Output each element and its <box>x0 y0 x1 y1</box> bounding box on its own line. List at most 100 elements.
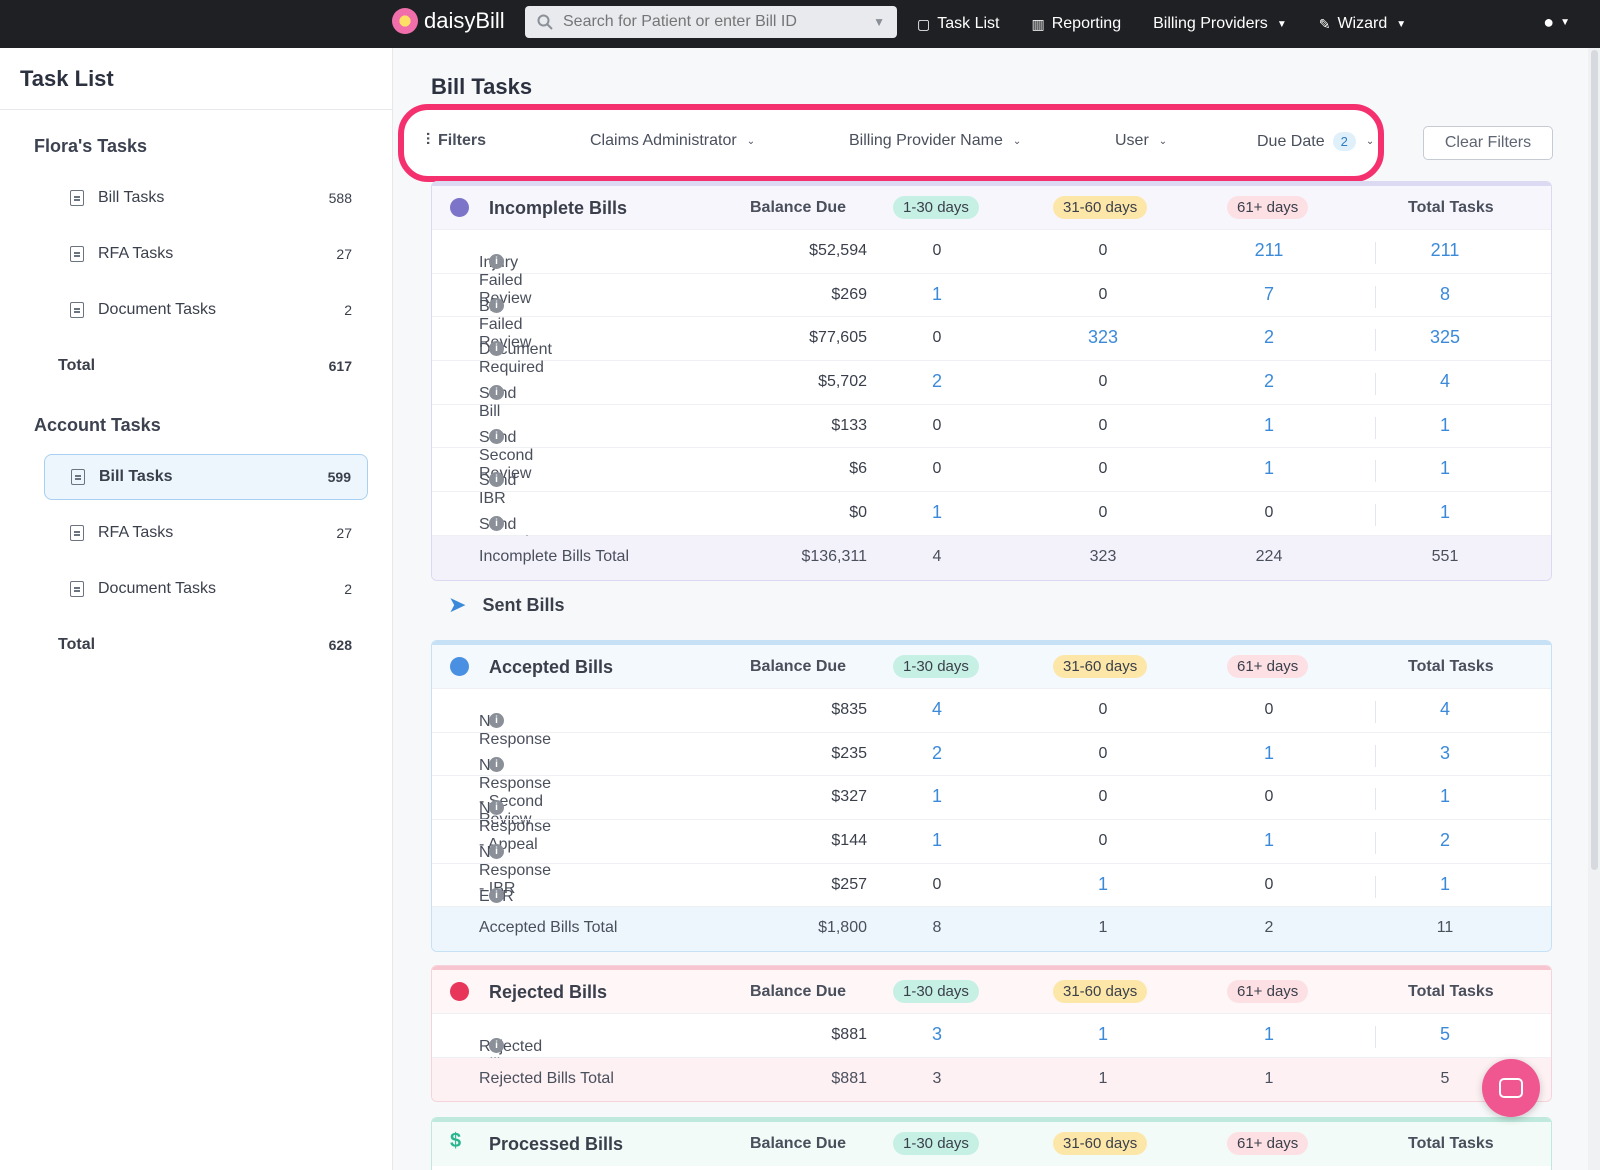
total-tasks[interactable]: 3 <box>1439 742 1451 763</box>
total-tasks[interactable]: 4 <box>1439 699 1451 719</box>
search-input[interactable] <box>563 13 864 31</box>
count-d2: 0 <box>1098 788 1108 806</box>
count-d3[interactable]: 7 <box>1263 283 1275 304</box>
nav-billing-providers[interactable]: Billing Providers ▼ <box>1153 15 1287 32</box>
count-d2[interactable]: 323 <box>1087 327 1119 348</box>
count-d3[interactable]: 1 <box>1263 742 1275 763</box>
user-filter[interactable]: User ⌄ <box>1115 132 1168 149</box>
info-icon[interactable]: i <box>489 800 504 816</box>
sidebar-item-bill-tasks[interactable]: Bill Tasks 588 <box>44 175 368 221</box>
scrollbar[interactable] <box>1588 48 1600 1170</box>
info-icon[interactable]: i <box>489 341 504 357</box>
count-d3[interactable]: 1 <box>1263 1024 1275 1044</box>
total-tasks[interactable]: 1 <box>1439 786 1451 807</box>
info-icon[interactable]: i <box>489 713 504 728</box>
search-dropdown-icon[interactable]: ▼ <box>873 15 885 29</box>
info-icon[interactable]: i <box>489 385 504 401</box>
claims-administrator-filter[interactable]: Claims Administrator ⌄ <box>590 132 756 149</box>
info-icon[interactable]: i <box>489 254 504 269</box>
count-d3[interactable]: 1 <box>1263 458 1275 479</box>
balance-due: $52,594 <box>809 242 867 259</box>
count-d3[interactable]: 1 <box>1263 414 1275 435</box>
nav-wizard[interactable]: ✎ Wizard ▼ <box>1318 15 1407 32</box>
account-menu[interactable]: ● ▼ <box>1543 12 1570 33</box>
total-tasks[interactable]: 2 <box>1439 830 1451 851</box>
billing-provider-filter[interactable]: Billing Provider Name ⌄ <box>849 132 1022 149</box>
task-count: 2 <box>344 581 352 597</box>
count-d1[interactable]: 3 <box>931 1024 943 1044</box>
chat-launcher-button[interactable] <box>1482 1059 1540 1117</box>
filters-toggle[interactable]: ⫶ Filters <box>426 132 487 149</box>
count-d1[interactable]: 1 <box>931 283 943 304</box>
clear-filters-button[interactable]: Clear Filters <box>1423 126 1553 160</box>
count-d1[interactable]: 1 <box>931 786 943 807</box>
total-tasks[interactable]: 8 <box>1439 283 1451 304</box>
info-icon[interactable]: i <box>489 516 504 532</box>
count-d1[interactable]: 1 <box>931 830 943 851</box>
wand-icon: ✎ <box>1318 15 1331 32</box>
count-d1[interactable]: 2 <box>931 371 943 392</box>
sidebar-item-rfa-tasks[interactable]: RFA Tasks 27 <box>44 510 368 556</box>
table-row[interactable]: EOR Missingi $257 010 1 <box>432 864 1551 923</box>
brand-logo[interactable]: daisyBill <box>392 8 505 34</box>
chevron-down-icon: ⌄ <box>746 135 756 147</box>
sidebar-item-document-tasks[interactable]: Document Tasks 2 <box>44 566 368 612</box>
count-d3[interactable]: 1 <box>1263 830 1275 851</box>
count-d3[interactable]: 2 <box>1263 371 1275 392</box>
nav-task-list[interactable]: ▢ Task List <box>917 15 1000 32</box>
count-d2[interactable]: 1 <box>1097 873 1109 894</box>
incomplete-bills-card: Incomplete Bills Balance Due 1-30 days 3… <box>431 181 1552 581</box>
dollar-icon: $ <box>450 1130 462 1152</box>
total-tasks[interactable]: 4 <box>1439 371 1451 392</box>
info-icon[interactable]: i <box>489 297 504 313</box>
nav-reporting[interactable]: ▥ Reporting <box>1031 15 1122 32</box>
info-icon[interactable]: i <box>489 756 504 772</box>
total-tasks[interactable]: 211 <box>1430 240 1460 260</box>
count-d1: 0 <box>932 329 942 347</box>
sidebar-item-bill-tasks[interactable]: Bill Tasks 599 <box>44 454 368 500</box>
table-row[interactable]: Rejected Billi $881 311 5 <box>432 1014 1551 1073</box>
table-header: $ Processed Bills Balance Due 1-30 days … <box>432 1122 1551 1166</box>
count-d3[interactable]: 211 <box>1254 240 1284 260</box>
info-icon[interactable]: i <box>489 428 504 444</box>
count-d1[interactable]: 2 <box>931 742 943 763</box>
daisy-logo-icon <box>392 8 418 34</box>
due-date-filter[interactable]: Due Date 2 ⌄ <box>1257 132 1375 151</box>
count-d1[interactable]: 4 <box>931 699 943 719</box>
sidebar-total: Total 617 <box>58 357 352 374</box>
sidebar-item-document-tasks[interactable]: Document Tasks 2 <box>44 287 368 333</box>
total-tasks[interactable]: 1 <box>1439 502 1451 523</box>
table-row[interactable]: Send Billi $5,702 202 4 <box>432 361 1551 420</box>
bar-chart-icon: ▥ <box>1031 15 1045 32</box>
count-d1[interactable]: 1 <box>931 502 943 523</box>
total-tasks[interactable]: 1 <box>1439 458 1451 479</box>
clipboard-icon: ▢ <box>917 15 931 32</box>
task-count: 599 <box>327 469 351 485</box>
count-d1: 0 <box>932 460 942 478</box>
table-row[interactable]: Document Required i $77,605 0 323 2 325 <box>432 317 1551 376</box>
sidebar-item-rfa-tasks[interactable]: RFA Tasks 27 <box>44 231 368 277</box>
info-icon[interactable]: i <box>489 1038 504 1053</box>
total-tasks[interactable]: 5 <box>1439 1024 1451 1044</box>
count-d3[interactable]: 2 <box>1263 327 1275 348</box>
info-icon[interactable]: i <box>489 472 504 488</box>
info-icon[interactable]: i <box>489 887 504 903</box>
info-icon[interactable]: i <box>489 844 504 860</box>
search-box[interactable]: ▼ <box>525 6 897 38</box>
total-tasks[interactable]: 325 <box>1429 327 1461 348</box>
total-tasks[interactable]: 1 <box>1439 873 1451 894</box>
count-d2[interactable]: 1 <box>1097 1024 1109 1044</box>
total-tasks[interactable]: 1 <box>1439 414 1451 435</box>
sidebar-title: Task List <box>0 48 392 110</box>
scrollbar-thumb[interactable] <box>1591 50 1598 870</box>
balance-due: $881 <box>831 1026 867 1043</box>
